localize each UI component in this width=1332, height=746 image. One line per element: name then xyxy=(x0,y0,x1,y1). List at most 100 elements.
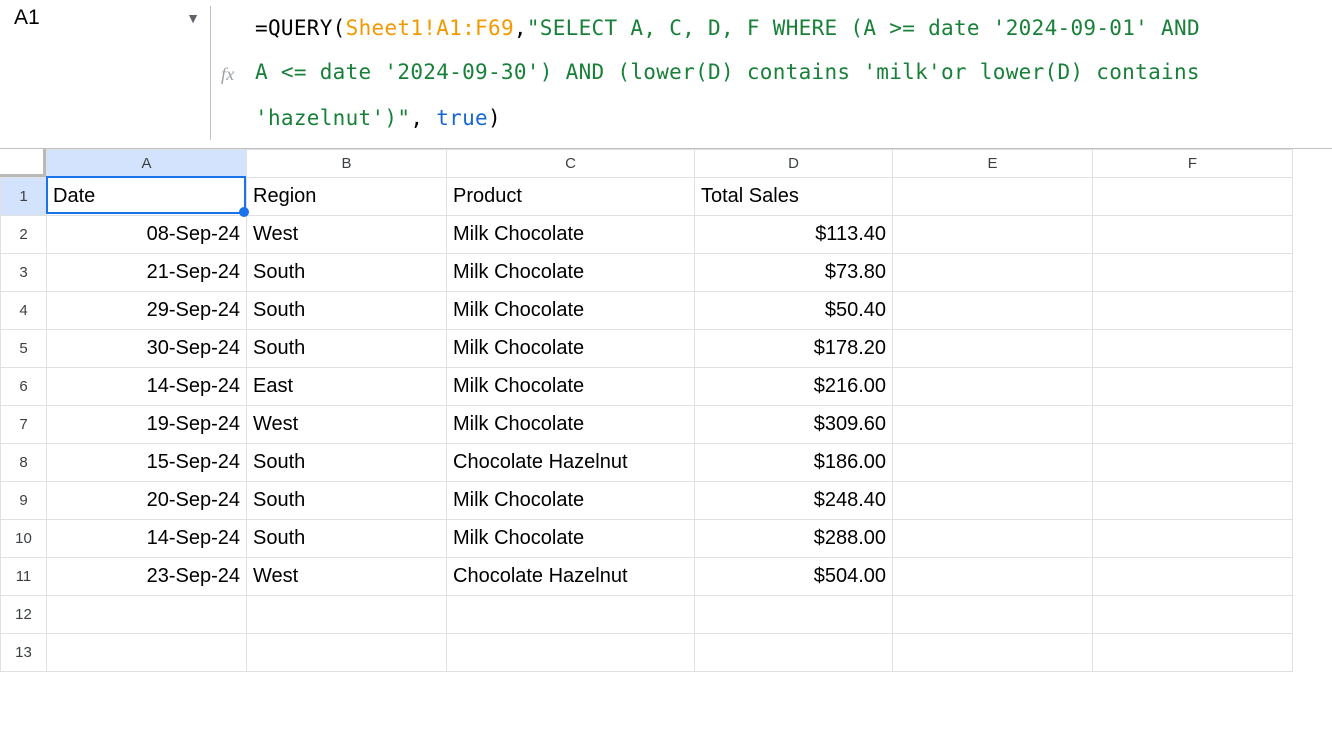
cell-F3[interactable] xyxy=(1093,253,1293,291)
cell-E13[interactable] xyxy=(893,633,1093,671)
row-header-6[interactable]: 6 xyxy=(1,367,47,405)
cell-D7[interactable]: $309.60 xyxy=(695,405,893,443)
row-header-2[interactable]: 2 xyxy=(1,215,47,253)
cell-F12[interactable] xyxy=(1093,595,1293,633)
cell-F9[interactable] xyxy=(1093,481,1293,519)
cell-D10[interactable]: $288.00 xyxy=(695,519,893,557)
formula-input[interactable]: =QUERY(Sheet1!A1:F69,"SELECT A, C, D, F … xyxy=(221,6,1332,140)
row-header-4[interactable]: 4 xyxy=(1,291,47,329)
cell-D3[interactable]: $73.80 xyxy=(695,253,893,291)
cell-F13[interactable] xyxy=(1093,633,1293,671)
cell-C6[interactable]: Milk Chocolate xyxy=(447,367,695,405)
cell-A7[interactable]: 19-Sep-24 xyxy=(47,405,247,443)
cell-A10[interactable]: 14-Sep-24 xyxy=(47,519,247,557)
cell-A11[interactable]: 23-Sep-24 xyxy=(47,557,247,595)
cell-A8[interactable]: 15-Sep-24 xyxy=(47,443,247,481)
cell-D8[interactable]: $186.00 xyxy=(695,443,893,481)
cell-B4[interactable]: South xyxy=(247,291,447,329)
cell-E9[interactable] xyxy=(893,481,1093,519)
cell-C3[interactable]: Milk Chocolate xyxy=(447,253,695,291)
corner-cell[interactable] xyxy=(1,149,47,177)
row-header-12[interactable]: 12 xyxy=(1,595,47,633)
cell-F5[interactable] xyxy=(1093,329,1293,367)
column-header-C[interactable]: C xyxy=(447,149,695,177)
cell-C13[interactable] xyxy=(447,633,695,671)
cell-C7[interactable]: Milk Chocolate xyxy=(447,405,695,443)
cell-C11[interactable]: Chocolate Hazelnut xyxy=(447,557,695,595)
row-header-7[interactable]: 7 xyxy=(1,405,47,443)
cell-A12[interactable] xyxy=(47,595,247,633)
row-header-9[interactable]: 9 xyxy=(1,481,47,519)
cell-B13[interactable] xyxy=(247,633,447,671)
cell-A4[interactable]: 29-Sep-24 xyxy=(47,291,247,329)
name-box[interactable]: A1 xyxy=(14,6,186,30)
cell-B10[interactable]: South xyxy=(247,519,447,557)
name-box-dropdown-icon[interactable]: ▼ xyxy=(186,10,200,26)
cell-C8[interactable]: Chocolate Hazelnut xyxy=(447,443,695,481)
cell-D9[interactable]: $248.40 xyxy=(695,481,893,519)
cell-C1[interactable]: Product xyxy=(447,177,695,215)
cell-B11[interactable]: West xyxy=(247,557,447,595)
cell-B3[interactable]: South xyxy=(247,253,447,291)
cell-F4[interactable] xyxy=(1093,291,1293,329)
cell-B6[interactable]: East xyxy=(247,367,447,405)
cell-F6[interactable] xyxy=(1093,367,1293,405)
cell-B8[interactable]: South xyxy=(247,443,447,481)
cell-D12[interactable] xyxy=(695,595,893,633)
cell-A13[interactable] xyxy=(47,633,247,671)
cell-E1[interactable] xyxy=(893,177,1093,215)
cell-D5[interactable]: $178.20 xyxy=(695,329,893,367)
cell-E12[interactable] xyxy=(893,595,1093,633)
cell-B1[interactable]: Region xyxy=(247,177,447,215)
cell-D4[interactable]: $50.40 xyxy=(695,291,893,329)
cell-C5[interactable]: Milk Chocolate xyxy=(447,329,695,367)
cell-B7[interactable]: West xyxy=(247,405,447,443)
cell-E5[interactable] xyxy=(893,329,1093,367)
cell-B12[interactable] xyxy=(247,595,447,633)
cell-E8[interactable] xyxy=(893,443,1093,481)
cell-A5[interactable]: 30-Sep-24 xyxy=(47,329,247,367)
cell-D13[interactable] xyxy=(695,633,893,671)
cell-A2[interactable]: 08-Sep-24 xyxy=(47,215,247,253)
cell-D6[interactable]: $216.00 xyxy=(695,367,893,405)
cell-C2[interactable]: Milk Chocolate xyxy=(447,215,695,253)
column-header-A[interactable]: A xyxy=(47,149,247,177)
cell-C12[interactable] xyxy=(447,595,695,633)
cell-A3[interactable]: 21-Sep-24 xyxy=(47,253,247,291)
column-header-B[interactable]: B xyxy=(247,149,447,177)
cell-F11[interactable] xyxy=(1093,557,1293,595)
cell-B2[interactable]: West xyxy=(247,215,447,253)
cell-E10[interactable] xyxy=(893,519,1093,557)
cell-A9[interactable]: 20-Sep-24 xyxy=(47,481,247,519)
cell-E7[interactable] xyxy=(893,405,1093,443)
cell-E11[interactable] xyxy=(893,557,1093,595)
cell-E6[interactable] xyxy=(893,367,1093,405)
cell-D11[interactable]: $504.00 xyxy=(695,557,893,595)
cell-E4[interactable] xyxy=(893,291,1093,329)
cell-B9[interactable]: South xyxy=(247,481,447,519)
cell-D2[interactable]: $113.40 xyxy=(695,215,893,253)
cell-F1[interactable] xyxy=(1093,177,1293,215)
row-header-1[interactable]: 1 xyxy=(1,177,47,215)
cell-D1[interactable]: Total Sales xyxy=(695,177,893,215)
row-header-8[interactable]: 8 xyxy=(1,443,47,481)
cell-F7[interactable] xyxy=(1093,405,1293,443)
row-header-13[interactable]: 13 xyxy=(1,633,47,671)
cell-A1[interactable]: Date xyxy=(47,177,247,215)
cell-F10[interactable] xyxy=(1093,519,1293,557)
cell-B5[interactable]: South xyxy=(247,329,447,367)
column-header-D[interactable]: D xyxy=(695,149,893,177)
cell-F2[interactable] xyxy=(1093,215,1293,253)
row-header-5[interactable]: 5 xyxy=(1,329,47,367)
column-header-F[interactable]: F xyxy=(1093,149,1293,177)
cell-C4[interactable]: Milk Chocolate xyxy=(447,291,695,329)
cell-A6[interactable]: 14-Sep-24 xyxy=(47,367,247,405)
row-header-11[interactable]: 11 xyxy=(1,557,47,595)
row-header-10[interactable]: 10 xyxy=(1,519,47,557)
cell-C10[interactable]: Milk Chocolate xyxy=(447,519,695,557)
cell-E3[interactable] xyxy=(893,253,1093,291)
cell-F8[interactable] xyxy=(1093,443,1293,481)
cell-C9[interactable]: Milk Chocolate xyxy=(447,481,695,519)
row-header-3[interactable]: 3 xyxy=(1,253,47,291)
column-header-E[interactable]: E xyxy=(893,149,1093,177)
